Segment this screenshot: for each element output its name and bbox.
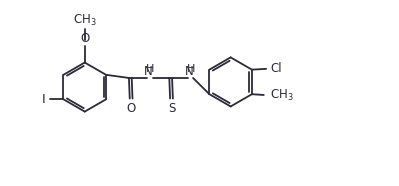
Text: H: H [186,64,195,74]
Text: I: I [41,93,45,106]
Text: H: H [146,64,154,74]
Text: CH$_3$: CH$_3$ [270,88,294,103]
Text: O: O [126,102,136,115]
Text: S: S [168,102,175,115]
Text: N: N [185,65,194,78]
Text: N: N [144,65,153,78]
Text: CH$_3$: CH$_3$ [73,13,97,28]
Text: O: O [80,32,89,45]
Text: Cl: Cl [270,62,282,75]
